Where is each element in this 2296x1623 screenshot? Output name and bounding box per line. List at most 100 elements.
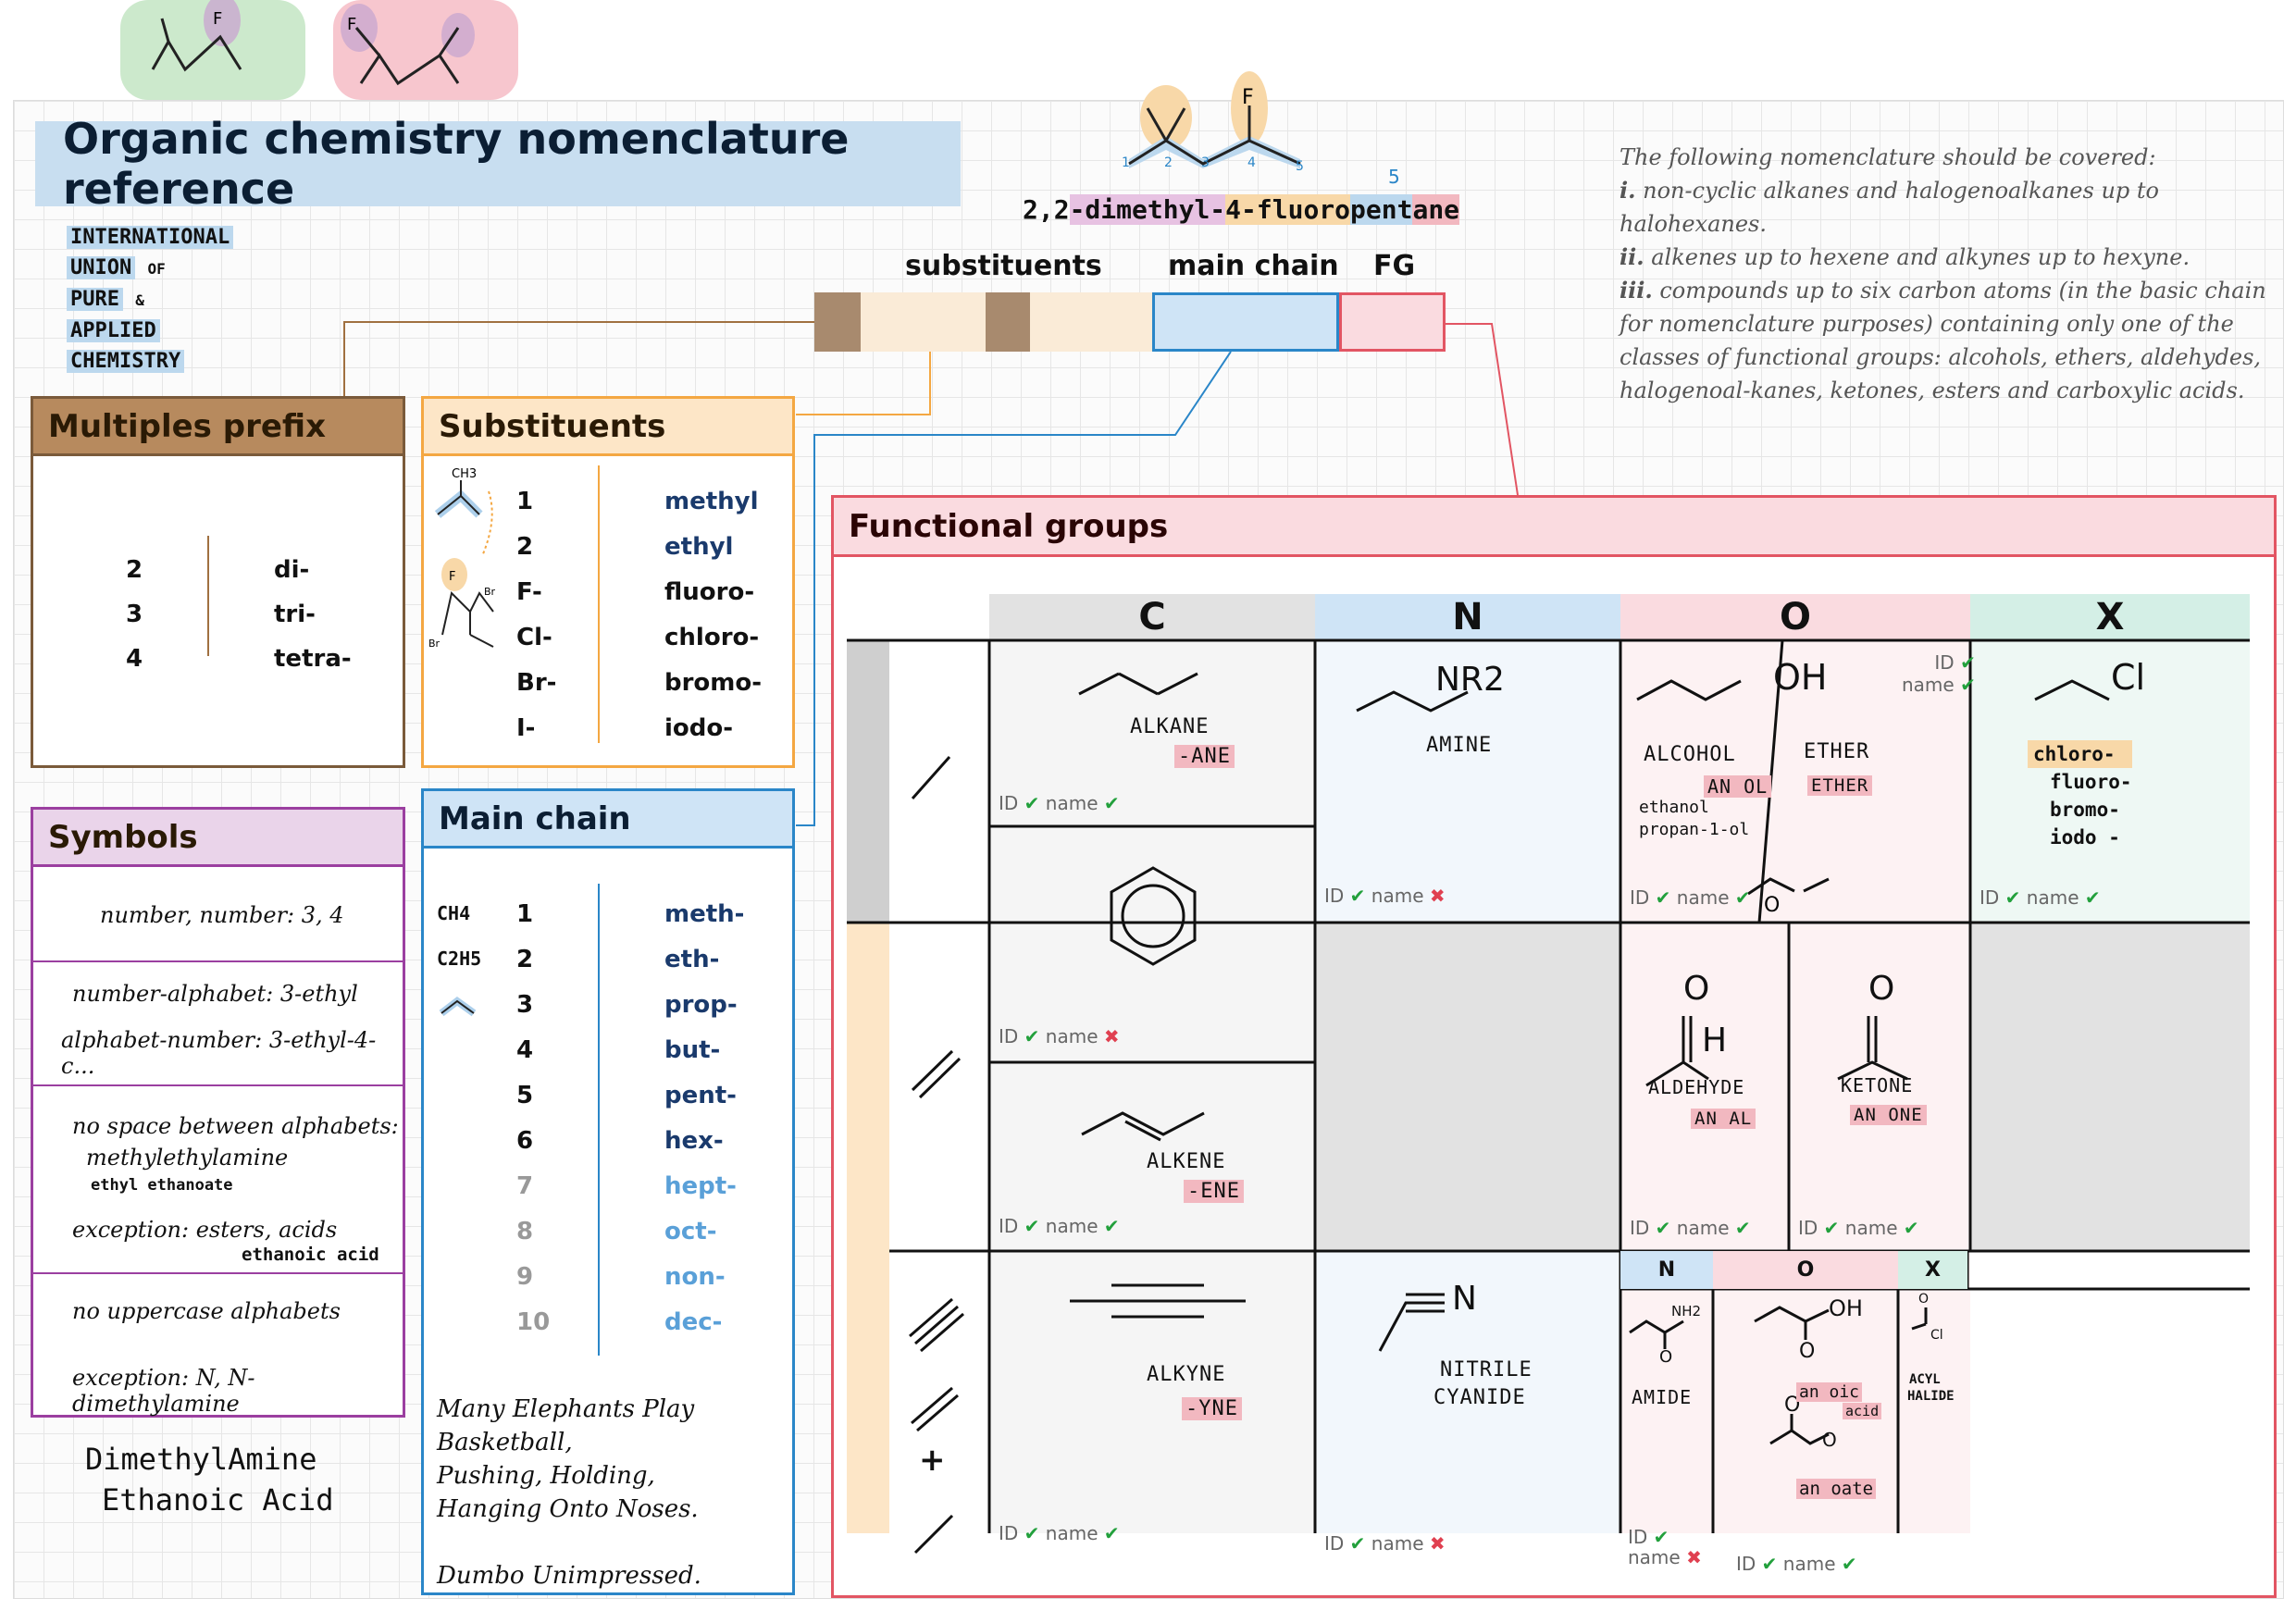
main-chain-panel: Main chain CH4 C2H5 1 meth- 2 eth- 3 prop- 4 bu… (421, 788, 795, 1595)
empty-cell (1970, 923, 2250, 1251)
amide-nh2: NH2 (1671, 1303, 1702, 1319)
ester-suffix: an oate (1796, 1479, 1877, 1499)
subcol-header-n: N (1620, 1251, 1713, 1289)
name-label: name (1371, 885, 1424, 907)
symbol-rule: exception: N, N-dimethylamine (72, 1365, 255, 1417)
aldehyde-h: H (1702, 1022, 1728, 1059)
symbols-panel: Symbols number, number: 3, 4 number-alph… (31, 807, 405, 1418)
id-label: ID (999, 1025, 1019, 1047)
alkane-label: ALKANE (1130, 715, 1210, 738)
chain-prefix: hept- (664, 1172, 737, 1200)
alcohol-check: ID ✔ name ✔ (1630, 886, 1751, 909)
mnemonic-line: Many Elephants Play Basketball, (437, 1395, 695, 1456)
chain-number: 5 (516, 1082, 534, 1109)
substituent-number: 1 (516, 488, 534, 515)
bar-multiples-1 (814, 292, 861, 352)
name-label: name (1628, 1546, 1681, 1568)
symbol-example: ethyl ethanoate (91, 1176, 233, 1195)
mnemonic-handwritten: DimethylAmine Ethanoic Acid (85, 1439, 333, 1520)
chain-number: 2 (1164, 155, 1173, 170)
iupac-acronym: INTERNATIONAL UNION OF PURE & APPLIED CH… (67, 222, 234, 377)
syllabus-note: The following nomenclature should be cov… (1620, 141, 2267, 407)
amine-label: AMINE (1426, 734, 1493, 757)
formula-label: CH4 (437, 902, 471, 924)
propane-sketch (439, 997, 477, 1017)
col-bg-o (1620, 640, 1970, 1533)
halo-item: fluoro- (2050, 771, 2132, 793)
alcohol-label: ALCOHOL (1644, 743, 1736, 766)
name-label: name (1844, 1217, 1898, 1239)
divider (33, 1084, 403, 1086)
name-label: name (1676, 886, 1730, 909)
empty-cell (1315, 923, 1620, 1251)
id-label: ID (1630, 886, 1650, 909)
functional-groups-panel: Functional groups C N O X (831, 495, 2277, 1598)
iupac-word: CHEMISTRY (67, 350, 185, 373)
divider (598, 465, 600, 743)
halo-item: iodo - (2050, 826, 2120, 849)
name-label: name (1045, 792, 1098, 814)
alkyne-label: ALKYNE (1147, 1363, 1226, 1386)
substituent-number: F- (516, 578, 542, 606)
substituents-heading: Substituents (424, 399, 792, 456)
chain-prefix: prop- (664, 991, 738, 1019)
ketone-label: KETONE (1841, 1074, 1914, 1096)
substituent-name: iodo- (664, 714, 734, 742)
main-chain-heading: Main chain (424, 791, 792, 849)
symbols-heading: Symbols (33, 810, 403, 867)
halo-check: ID ✔ name ✔ (1980, 886, 2101, 909)
symbol-rule: exception: esters, acids (72, 1217, 338, 1243)
bar-multiples-2 (986, 292, 1030, 352)
amine-nr2: NR2 (1435, 661, 1505, 699)
acyl-cl: Cl (1930, 1328, 1943, 1343)
alkene-label: ALKENE (1147, 1150, 1226, 1173)
syllabus-iii: compounds up to six carbon atoms (in the… (1620, 278, 2266, 403)
mnemonic-line: Hanging Onto Noses. (437, 1495, 699, 1523)
mnemonic-line: Ethanoic Acid (102, 1482, 334, 1518)
acid-suffix: acid (1843, 1403, 1882, 1419)
name-label: name (1045, 1522, 1098, 1544)
halo-cl: Cl (2111, 657, 2146, 698)
col-header-c: C (989, 594, 1315, 640)
chain-number: 3 (1201, 155, 1210, 170)
chain-number: 7 (516, 1172, 534, 1200)
iupac-word: PURE (67, 288, 123, 311)
benzene-check: ID ✔ name ✖ (999, 1025, 1120, 1047)
acyl-label: ACYL (1909, 1372, 1941, 1387)
example-name-pent: pent (1350, 194, 1413, 225)
chain-number: 5 (1388, 166, 1400, 187)
multiples-number: 2 (126, 556, 143, 584)
ether-check: ID ✔ name ✔ (1902, 651, 1976, 696)
decorative-molecules: F F (120, 0, 518, 100)
chain-prefix: dec- (664, 1308, 723, 1336)
label-main-chain: main chain (1168, 250, 1339, 282)
subcol-header-o: O (1713, 1251, 1898, 1289)
chain-number: 9 (516, 1263, 534, 1291)
nitrile-n: N (1452, 1280, 1477, 1318)
name-label: name (1045, 1025, 1098, 1047)
ester-check: ID ✔ name ✔ (1736, 1553, 1857, 1575)
divider (598, 884, 600, 1356)
iupac-word: UNION (67, 256, 136, 279)
acid-oh: OH (1829, 1295, 1863, 1321)
syllabus-intro: The following nomenclature should be cov… (1620, 144, 2156, 170)
alkyne-suffix: -YNE (1182, 1397, 1242, 1420)
bar-substituent-2 (1030, 292, 1152, 352)
chain-number: 1 (516, 900, 534, 928)
multiples-panel: Multiples prefix 2 di- 3 tri- 4 tetra- (31, 396, 405, 768)
substituent-name: bromo- (664, 669, 763, 697)
chain-number: 4 (516, 1036, 534, 1064)
acid-o: O (1799, 1340, 1816, 1363)
divider (33, 1272, 403, 1274)
substituents-panel: Substituents CH3 F Br Br 1 methyl 2 ethy… (421, 396, 795, 768)
multiples-heading: Multiples prefix (33, 399, 403, 456)
example-name-locants: 2,2 (1023, 194, 1070, 225)
chain-number: 6 (516, 1127, 534, 1155)
mnemonic-line: Dumbo Unimpressed. (437, 1562, 701, 1590)
chain-number: 3 (516, 991, 534, 1019)
page-title: Organic chemistry nomenclature reference (35, 114, 961, 214)
aldehyde-suffix: AN AL (1691, 1109, 1756, 1129)
symbol-rule: methylethylamine (86, 1145, 289, 1171)
bond-strip-multiple (847, 923, 889, 1533)
fluorine-label: F (1242, 86, 1254, 109)
